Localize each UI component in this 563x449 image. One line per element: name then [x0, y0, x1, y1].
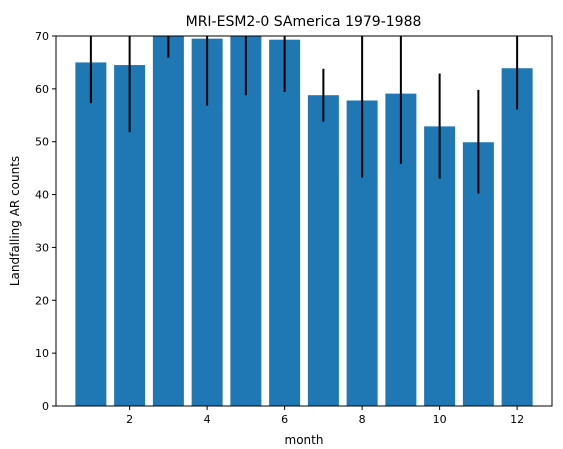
x-tick-label-6: 6: [281, 413, 288, 426]
y-tick-label-70: 70: [35, 30, 49, 43]
y-axis-ticks: 0 10 20 30 40 50 60 70: [35, 30, 56, 413]
error-bars-layer: [89, 36, 519, 194]
x-axis-ticks: 2 4 6 8 10 12: [126, 406, 524, 426]
bar-month-5: [230, 36, 262, 406]
y-tick-label-20: 20: [35, 294, 49, 307]
plot-frame: [55, 35, 553, 407]
bar-month-7: [307, 95, 339, 406]
y-tick-label-0: 0: [42, 400, 49, 413]
y-tick-label-40: 40: [35, 189, 49, 202]
x-tick-label-12: 12: [510, 413, 524, 426]
bar-month-1: [75, 62, 107, 407]
x-tick-label-8: 8: [359, 413, 366, 426]
bars-layer: [75, 36, 533, 407]
bar-month-6: [269, 39, 301, 406]
x-axis-label: month: [285, 433, 324, 447]
x-tick-label-4: 4: [204, 413, 211, 426]
x-tick-label-2: 2: [126, 413, 133, 426]
bar-month-3: [152, 36, 184, 406]
y-tick-label-10: 10: [35, 347, 49, 360]
y-axis-label: Landfalling AR counts: [8, 156, 22, 286]
bar-month-12: [501, 68, 533, 407]
y-tick-label-60: 60: [35, 83, 49, 96]
chart-title: MRI-ESM2-0 SAmerica 1979-1988: [186, 14, 422, 30]
y-tick-label-30: 30: [35, 241, 49, 254]
y-tick-label-50: 50: [35, 136, 49, 149]
x-tick-label-10: 10: [433, 413, 447, 426]
